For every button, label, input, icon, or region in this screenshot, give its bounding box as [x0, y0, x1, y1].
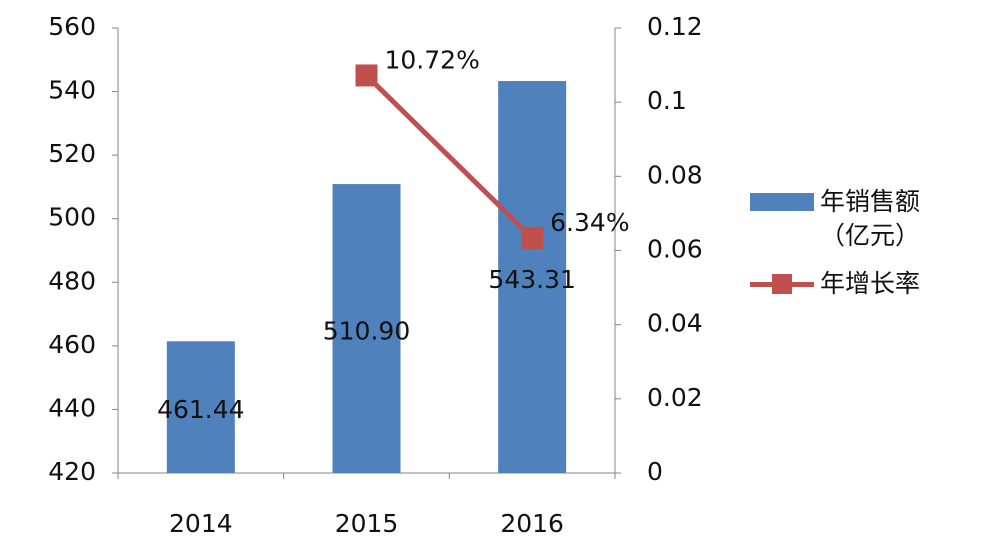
y-tick-label: 420 — [48, 457, 96, 486]
y-tick-label: 460 — [48, 330, 96, 359]
y-tick-label: 440 — [48, 393, 96, 422]
y2-tick-label: 0.04 — [647, 309, 703, 338]
x-tick-label: 2015 — [335, 509, 399, 538]
y2-tick-label: 0.1 — [647, 86, 687, 115]
y-tick-label: 540 — [48, 76, 96, 105]
bar — [498, 81, 567, 473]
legend-item: 年销售额（亿元） — [750, 185, 925, 253]
line — [364, 73, 534, 240]
bar — [332, 184, 401, 473]
legend-label: 年销售额（亿元） — [820, 187, 921, 250]
bar-value-label: 543.31 — [488, 265, 575, 294]
line-marker — [355, 64, 378, 87]
y-tick-label: 520 — [48, 139, 96, 168]
legend-swatch — [750, 185, 820, 219]
x-tick-label: 2014 — [169, 509, 233, 538]
line-value-label: 10.72% — [385, 45, 480, 74]
y-tick-label: 480 — [48, 266, 96, 295]
y2-tick-label: 0 — [647, 457, 663, 486]
legend-swatch — [750, 267, 820, 301]
bar-value-label: 461.44 — [157, 395, 244, 424]
line-marker — [521, 226, 544, 249]
y-tick-label: 560 — [48, 12, 96, 41]
legend-item: 年增长率 — [750, 267, 925, 301]
x-tick-label: 2016 — [500, 509, 564, 538]
bar — [166, 341, 235, 473]
y2-tick-label: 0.06 — [647, 235, 703, 264]
legend: 年销售额（亿元） 年增长率 — [750, 185, 925, 315]
line-value-label: 6.34% — [550, 208, 629, 237]
y2-tick-label: 0.12 — [647, 12, 703, 41]
y2-tick-label: 0.02 — [647, 383, 703, 412]
y-tick-label: 500 — [48, 203, 96, 232]
bar-value-label: 510.90 — [323, 317, 410, 346]
y2-tick-label: 0.08 — [647, 160, 703, 189]
legend-label: 年增长率 — [820, 269, 921, 298]
